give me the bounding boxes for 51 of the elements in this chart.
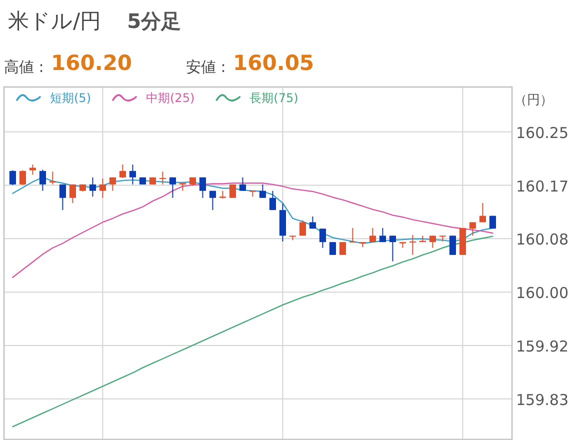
text: 160.05 [233, 51, 314, 75]
candlestick [49, 171, 56, 185]
candlestick [19, 170, 26, 186]
candlestick [319, 228, 326, 248]
candlestick [309, 216, 316, 230]
candlestick [299, 220, 306, 236]
text: 高値 : [4, 58, 44, 76]
candlestick [119, 164, 126, 179]
candlestick [129, 164, 136, 185]
candlestick [339, 242, 346, 256]
line-series [12, 236, 494, 428]
candlestick [229, 184, 236, 198]
y-tick-label: 160.00 [516, 284, 568, 302]
candlestick [269, 190, 276, 211]
chart-subtitle: 5分足 [127, 9, 181, 33]
candlestick [259, 184, 266, 198]
candlestick [389, 235, 396, 262]
y-tick-label: 160.08 [516, 230, 568, 249]
candlestick [209, 190, 216, 211]
candlestick [479, 202, 486, 223]
candlestick [429, 235, 436, 248]
candlestick [409, 234, 416, 256]
candlestick [9, 170, 16, 186]
candlestick [59, 184, 66, 211]
candlestick [99, 178, 106, 198]
candlestick [39, 169, 46, 192]
candlestick [199, 176, 206, 198]
candlestick [159, 171, 166, 185]
y-tick-label: 160.17 [516, 177, 568, 196]
candlestick [329, 242, 336, 256]
candlestick [449, 235, 456, 256]
candlestick [379, 228, 386, 243]
legend-label: 長期(75) [250, 91, 298, 105]
candlestick [29, 164, 36, 176]
candlestick [369, 228, 376, 243]
legend-label: 中期(25) [146, 91, 195, 105]
candlestick [169, 176, 176, 198]
y-tick-label: 160.25 [516, 124, 568, 142]
text: 160.20 [51, 51, 132, 75]
candlestick [89, 176, 96, 198]
candlestick [349, 228, 356, 243]
y-tick-label: 159.83 [516, 390, 568, 409]
candlestick [239, 176, 246, 192]
candlestick [109, 176, 116, 192]
candlestick [469, 222, 476, 236]
y-tick-label: 159.92 [516, 338, 568, 356]
legend-label: 短期(5) [50, 91, 91, 105]
text: 安値 : [186, 58, 226, 76]
y-axis-title: （円） [514, 93, 553, 108]
chart-title: 米ドル/円 [8, 9, 102, 33]
candlestick [69, 184, 76, 204]
